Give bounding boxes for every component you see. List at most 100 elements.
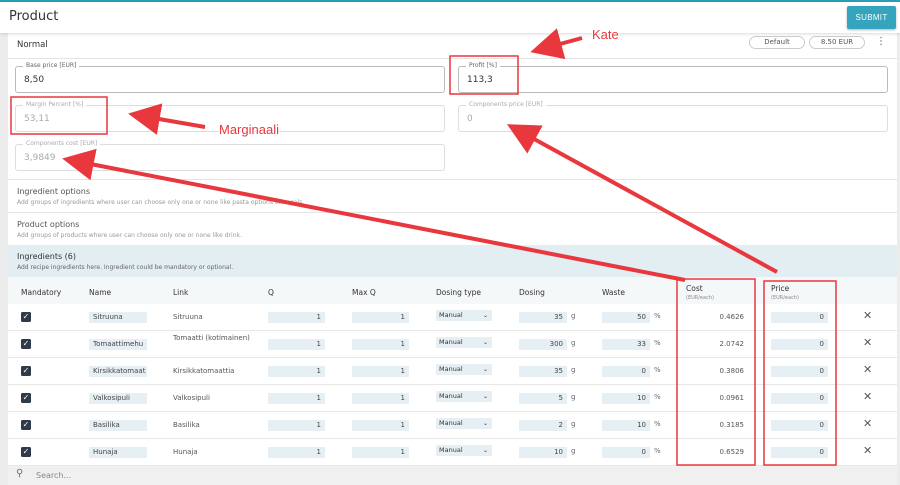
search-input[interactable]: Search... bbox=[36, 471, 72, 480]
mandatory-checkbox[interactable]: ✓ bbox=[21, 447, 31, 457]
col-link: Link bbox=[173, 288, 189, 297]
table-row: ✓ Basilika Basilika 1 1 Manual ⌄ 2 g 10 %… bbox=[8, 412, 897, 439]
waste-input[interactable]: 50 bbox=[602, 312, 650, 323]
col-cost: Cost (EUR/each) bbox=[686, 284, 714, 301]
dosing-type-select[interactable]: Manual ⌄ bbox=[436, 364, 492, 375]
close-icon[interactable]: ✕ bbox=[863, 309, 873, 322]
margin-label: Margin Percent [%] bbox=[23, 101, 87, 108]
price-input[interactable]: 0 bbox=[771, 312, 828, 323]
dosing-type-select[interactable]: Manual ⌄ bbox=[436, 445, 492, 456]
waste-unit: % bbox=[654, 339, 661, 347]
kebab-icon[interactable]: ⋮ bbox=[876, 36, 886, 47]
chevron-down-icon: ⌄ bbox=[482, 393, 488, 400]
waste-input[interactable]: 0 bbox=[602, 447, 650, 458]
q-input[interactable]: 1 bbox=[268, 420, 325, 431]
dosing-type-select[interactable]: Manual ⌄ bbox=[436, 337, 492, 348]
name-input[interactable]: Kirsikkatomaat bbox=[89, 366, 147, 377]
ingredient-options-title[interactable]: Ingredient options bbox=[17, 187, 90, 196]
waste-input[interactable]: 10 bbox=[602, 420, 650, 431]
chevron-down-icon: ⌄ bbox=[482, 366, 488, 373]
dosing-unit: g bbox=[571, 393, 576, 401]
cost-subheader: (EUR/each) bbox=[686, 295, 714, 301]
table-row: ✓ Hunaja Hunaja 1 1 Manual ⌄ 10 g 0 % 0.6… bbox=[8, 439, 897, 466]
dosing-input[interactable]: 10 bbox=[519, 447, 567, 458]
mandatory-checkbox[interactable]: ✓ bbox=[21, 339, 31, 349]
name-input[interactable]: Tomaattimehu bbox=[89, 339, 147, 350]
q-input[interactable]: 1 bbox=[268, 393, 325, 404]
ingredients-title: Ingredients (6) bbox=[17, 252, 77, 261]
base-price-label: Base price [EUR] bbox=[23, 62, 80, 69]
waste-input[interactable]: 33 bbox=[602, 339, 650, 350]
close-icon[interactable]: ✕ bbox=[863, 336, 873, 349]
link-text[interactable]: Hunaja bbox=[173, 448, 198, 456]
maxq-input[interactable]: 1 bbox=[352, 447, 409, 458]
ingredients-desc: Add recipe ingredients here. Ingredient … bbox=[17, 264, 234, 271]
price-input[interactable]: 0 bbox=[771, 420, 828, 431]
profit-field[interactable]: Profit [%] 113,3 bbox=[458, 62, 888, 93]
components-price-value: 0 bbox=[467, 114, 473, 124]
col-maxq: Max Q bbox=[352, 288, 376, 297]
default-badge[interactable]: Default bbox=[749, 36, 805, 49]
link-text[interactable]: Kirsikkatomaattia bbox=[173, 367, 235, 375]
name-input[interactable]: Hunaja bbox=[89, 447, 147, 458]
ingredients-section-header[interactable]: Ingredients (6) Add recipe ingredients h… bbox=[8, 245, 897, 277]
name-input[interactable]: Valkosipuli bbox=[89, 393, 147, 404]
search-bar[interactable]: ⚲ Search... bbox=[8, 466, 897, 485]
cost-header: Cost bbox=[686, 284, 703, 293]
close-icon[interactable]: ✕ bbox=[863, 417, 873, 430]
chevron-down-icon: ⌄ bbox=[482, 312, 488, 319]
maxq-input[interactable]: 1 bbox=[352, 393, 409, 404]
dosing-type-select[interactable]: Manual ⌄ bbox=[436, 418, 492, 429]
dosing-input[interactable]: 35 bbox=[519, 366, 567, 377]
dosing-input[interactable]: 2 bbox=[519, 420, 567, 431]
submit-button[interactable]: SUBMIT bbox=[847, 6, 896, 29]
dosing-input[interactable]: 35 bbox=[519, 312, 567, 323]
price-input[interactable]: 0 bbox=[771, 447, 828, 458]
maxq-input[interactable]: 1 bbox=[352, 339, 409, 350]
base-price-field[interactable]: Base price [EUR] 8,50 bbox=[15, 62, 445, 93]
chevron-down-icon: ⌄ bbox=[482, 339, 488, 346]
col-waste: Waste bbox=[602, 288, 625, 297]
col-mandatory: Mandatory bbox=[21, 288, 62, 297]
cost-value: 0.4626 bbox=[719, 313, 745, 321]
waste-input[interactable]: 10 bbox=[602, 393, 650, 404]
mandatory-checkbox[interactable]: ✓ bbox=[21, 366, 31, 376]
price-input[interactable]: 0 bbox=[771, 393, 828, 404]
name-input[interactable]: Sitruuna bbox=[89, 312, 147, 323]
price-input[interactable]: 0 bbox=[771, 366, 828, 377]
dosing-type-select[interactable]: Manual ⌄ bbox=[436, 391, 492, 402]
q-input[interactable]: 1 bbox=[268, 366, 325, 377]
dosing-type-value: Manual bbox=[439, 392, 463, 400]
q-input[interactable]: 1 bbox=[268, 339, 325, 350]
q-input[interactable]: 1 bbox=[268, 312, 325, 323]
divider bbox=[8, 212, 897, 213]
dosing-input[interactable]: 300 bbox=[519, 339, 567, 350]
cost-value: 0.6529 bbox=[719, 448, 745, 456]
close-icon[interactable]: ✕ bbox=[863, 444, 873, 457]
price-input[interactable]: 0 bbox=[771, 339, 828, 350]
link-text[interactable]: Sitruuna bbox=[173, 313, 203, 321]
mandatory-checkbox[interactable]: ✓ bbox=[21, 312, 31, 322]
link-text[interactable]: Basilika bbox=[173, 421, 200, 429]
product-options-title[interactable]: Product options bbox=[17, 220, 80, 229]
name-input[interactable]: Basilika bbox=[89, 420, 147, 431]
q-input[interactable]: 1 bbox=[268, 447, 325, 458]
price-badge[interactable]: 8.50 EUR bbox=[809, 36, 865, 49]
close-icon[interactable]: ✕ bbox=[863, 363, 873, 376]
close-icon[interactable]: ✕ bbox=[863, 390, 873, 403]
col-dosing-type: Dosing type bbox=[436, 288, 482, 297]
maxq-input[interactable]: 1 bbox=[352, 312, 409, 323]
mandatory-checkbox[interactable]: ✓ bbox=[21, 420, 31, 430]
waste-unit: % bbox=[654, 393, 661, 401]
dosing-type-value: Manual bbox=[439, 365, 463, 373]
table-row: ✓ Kirsikkatomaat Kirsikkatomaattia 1 1 M… bbox=[8, 358, 897, 385]
dosing-type-select[interactable]: Manual ⌄ bbox=[436, 310, 492, 321]
mandatory-checkbox[interactable]: ✓ bbox=[21, 393, 31, 403]
dosing-input[interactable]: 5 bbox=[519, 393, 567, 404]
maxq-input[interactable]: 1 bbox=[352, 366, 409, 377]
dosing-type-value: Manual bbox=[439, 446, 463, 454]
maxq-input[interactable]: 1 bbox=[352, 420, 409, 431]
link-text[interactable]: Valkosipuli bbox=[173, 394, 210, 402]
waste-input[interactable]: 0 bbox=[602, 366, 650, 377]
link-text[interactable]: Tomaatti (kotimainen) bbox=[173, 334, 250, 342]
